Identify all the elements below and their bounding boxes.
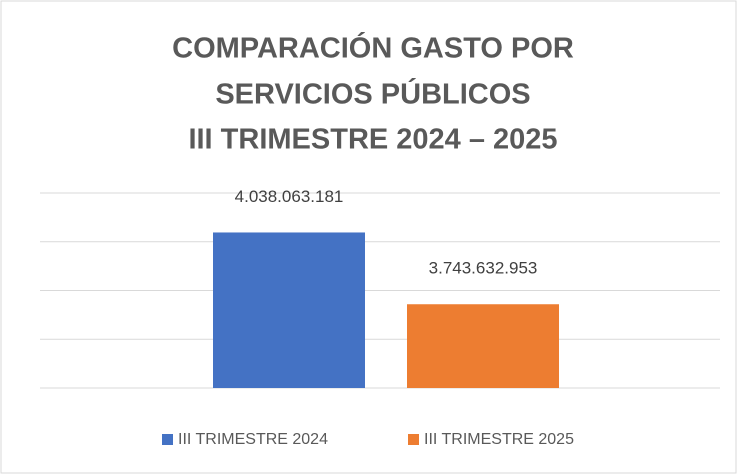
chart-title: SERVICIOS PÚBLICOS <box>215 77 530 111</box>
chart-title: III TRIMESTRE 2024 – 2025 <box>188 124 557 156</box>
legend-label: III TRIMESTRE 2024 <box>178 431 328 448</box>
bar <box>213 232 365 388</box>
legend-swatch <box>162 434 173 445</box>
data-label: 3.743.632.953 <box>429 259 538 278</box>
legend-label: III TRIMESTRE 2025 <box>424 431 574 448</box>
chart-title: COMPARACIÓN GASTO POR <box>172 31 574 65</box>
bar <box>407 304 559 388</box>
data-label: 4.038.063.181 <box>235 187 344 206</box>
legend-swatch <box>408 434 419 445</box>
